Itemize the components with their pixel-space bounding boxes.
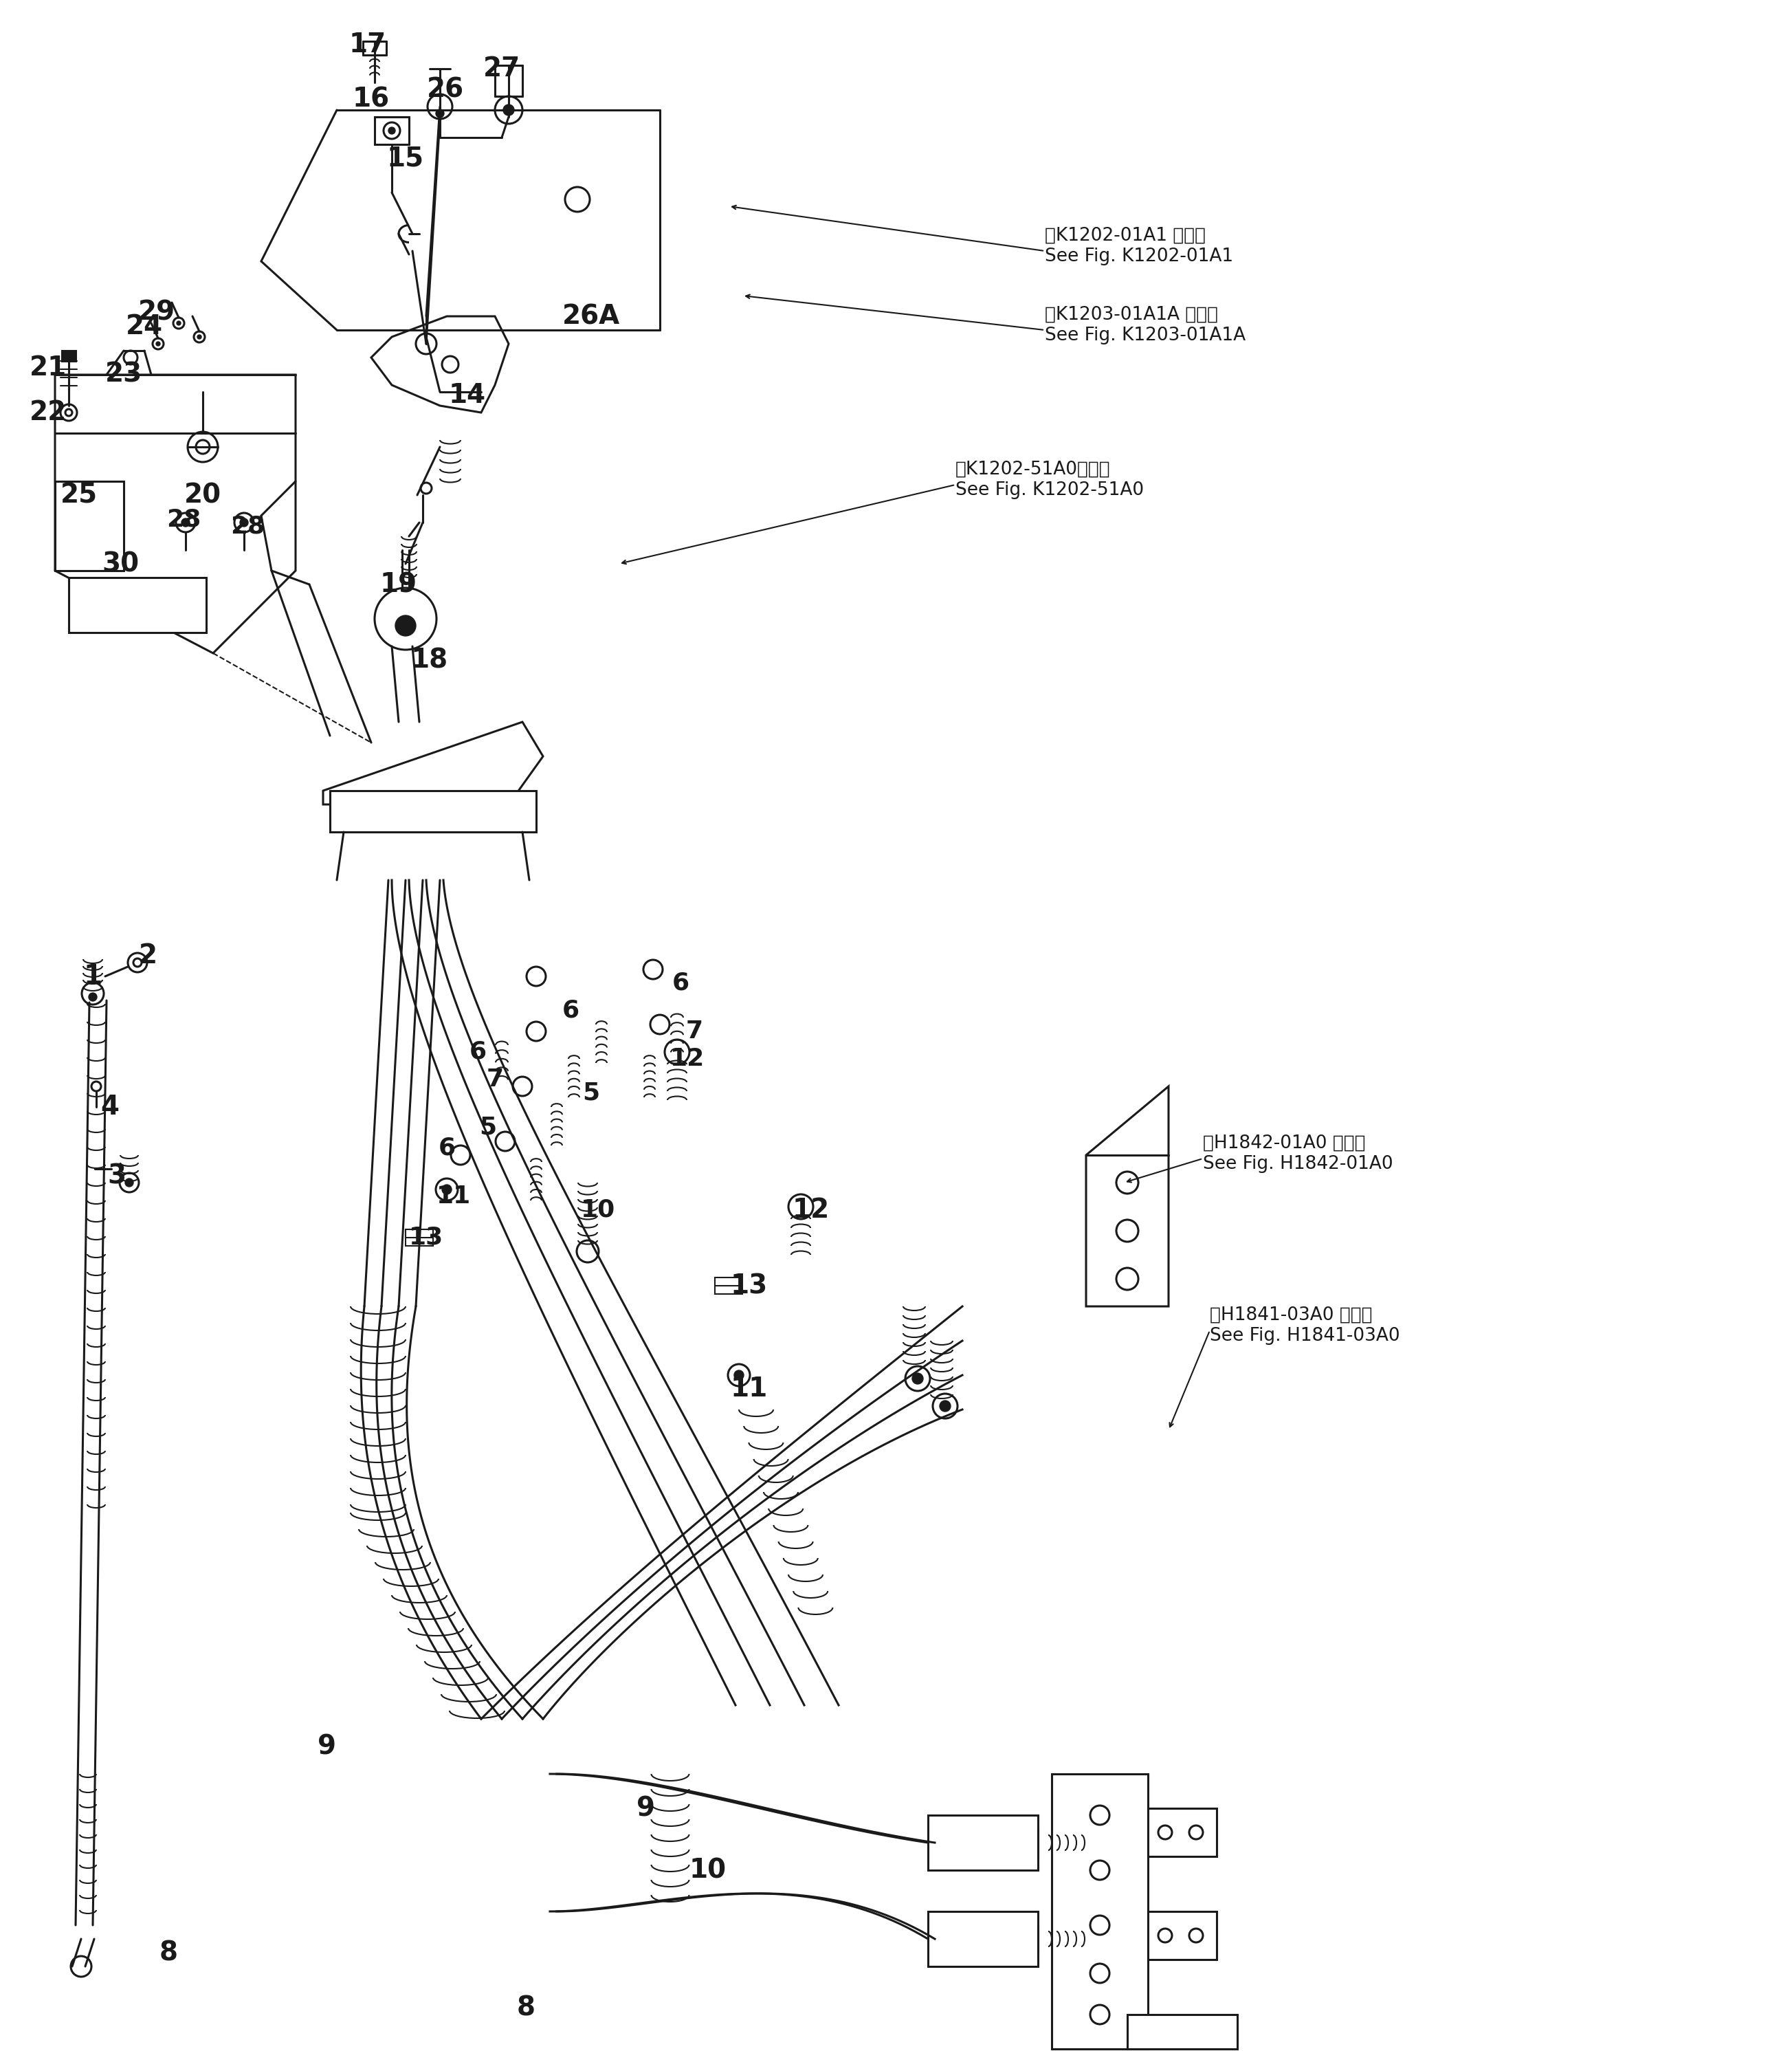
Text: 24: 24	[125, 314, 163, 340]
Text: 8: 8	[516, 1996, 536, 2020]
Circle shape	[88, 993, 97, 1001]
Text: 26: 26	[426, 76, 464, 103]
Text: 26A: 26A	[563, 304, 620, 330]
Text: 6: 6	[439, 1136, 455, 1161]
Text: 13: 13	[731, 1274, 769, 1298]
Text: 21: 21	[29, 355, 66, 381]
Text: 18: 18	[410, 646, 448, 673]
Circle shape	[197, 334, 201, 338]
Text: 第K1202-01A1 図参照
See Fig. K1202-01A1: 第K1202-01A1 図参照 See Fig. K1202-01A1	[1045, 228, 1233, 265]
Text: 7: 7	[686, 1019, 702, 1044]
Text: 19: 19	[380, 572, 418, 597]
Circle shape	[181, 519, 190, 527]
Text: 1: 1	[84, 964, 102, 989]
Text: 6: 6	[563, 999, 579, 1021]
Text: 6: 6	[672, 972, 690, 995]
Text: 17: 17	[349, 31, 387, 57]
Text: 2: 2	[138, 943, 158, 968]
Bar	[928, 1815, 1038, 1871]
Text: 29: 29	[138, 299, 176, 326]
Text: 12: 12	[792, 1198, 830, 1222]
Circle shape	[156, 343, 159, 347]
Bar	[405, 1229, 434, 1245]
Text: 6: 6	[470, 1040, 486, 1064]
Text: 4: 4	[100, 1093, 120, 1120]
Circle shape	[125, 1179, 133, 1188]
Text: 第H1841-03A0 図参照
See Fig. H1841-03A0: 第H1841-03A0 図参照 See Fig. H1841-03A0	[1210, 1306, 1400, 1345]
Text: 第K1202-51A0図参図
See Fig. K1202-51A0: 第K1202-51A0図参図 See Fig. K1202-51A0	[955, 461, 1143, 498]
Text: 5: 5	[582, 1081, 600, 1105]
Text: 15: 15	[387, 146, 425, 170]
Circle shape	[389, 127, 396, 133]
Text: 27: 27	[484, 55, 520, 82]
Circle shape	[443, 1185, 452, 1194]
Text: 30: 30	[102, 552, 140, 576]
Text: 23: 23	[106, 361, 142, 388]
Bar	[1149, 1912, 1217, 1959]
Text: 第K1203-01A1A 図参照
See Fig. K1203-01A1A: 第K1203-01A1A 図参照 See Fig. K1203-01A1A	[1045, 306, 1245, 345]
Circle shape	[939, 1401, 950, 1411]
Circle shape	[504, 105, 514, 115]
Bar	[1127, 2014, 1236, 2049]
Circle shape	[177, 322, 181, 326]
Text: 第H1842-01A0 図参照
See Fig. H1842-01A0: 第H1842-01A0 図参照 See Fig. H1842-01A0	[1202, 1134, 1392, 1173]
Bar	[715, 1278, 742, 1294]
Circle shape	[396, 615, 416, 636]
Text: 16: 16	[353, 86, 391, 113]
Bar	[1149, 1809, 1217, 1856]
Text: 12: 12	[670, 1048, 704, 1071]
Bar	[375, 117, 409, 144]
Text: 3: 3	[108, 1163, 125, 1190]
Circle shape	[735, 1370, 744, 1380]
Text: 25: 25	[61, 482, 97, 509]
Text: 5: 5	[480, 1116, 496, 1138]
Text: 20: 20	[185, 482, 222, 509]
Text: 28: 28	[229, 515, 265, 537]
Text: 9: 9	[636, 1795, 656, 1821]
Text: 13: 13	[409, 1226, 443, 1249]
Bar	[330, 792, 536, 833]
Circle shape	[912, 1372, 923, 1384]
Text: 8: 8	[159, 1940, 177, 1965]
Text: 9: 9	[317, 1733, 335, 1760]
Text: 28: 28	[167, 507, 201, 531]
Text: 10: 10	[581, 1198, 615, 1222]
Circle shape	[240, 519, 247, 527]
Text: 22: 22	[29, 400, 66, 427]
Bar	[68, 578, 206, 632]
Text: 7: 7	[486, 1069, 504, 1091]
Text: 11: 11	[437, 1185, 471, 1208]
Text: 11: 11	[731, 1376, 769, 1403]
Text: 14: 14	[448, 381, 486, 408]
Circle shape	[435, 109, 444, 117]
Bar	[928, 1912, 1038, 1967]
Bar	[63, 351, 75, 361]
Text: 10: 10	[690, 1856, 726, 1883]
